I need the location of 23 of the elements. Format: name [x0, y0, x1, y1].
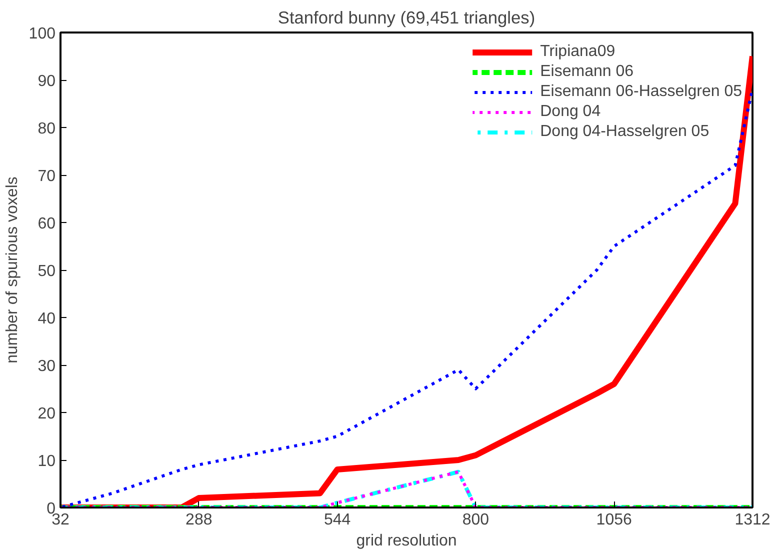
x-axis-title: grid resolution	[356, 532, 457, 550]
y-tick-label: 100	[28, 26, 56, 42]
x-tick-label: 544	[324, 512, 351, 528]
chart-title: Stanford bunny (69,451 triangles)	[278, 8, 536, 28]
y-tick-label: 60	[38, 216, 56, 232]
legend-label: Tripiana09	[540, 43, 616, 61]
x-tick-label: 800	[462, 512, 490, 528]
y-tick-label: 70	[38, 168, 56, 185]
legend-label: Eisemann 06	[540, 63, 634, 81]
y-axis-title: number of spurious voxels	[4, 176, 21, 364]
legend-label: Eisemann 06-Hasselgren 05	[540, 83, 742, 101]
x-tick-label: 1312	[734, 512, 770, 528]
x-tick-label: 1056	[596, 512, 632, 528]
y-tick-label: 50	[38, 263, 56, 280]
y-tick-label: 30	[38, 358, 56, 375]
y-tick-label: 40	[38, 310, 56, 328]
legend-label: Dong 04-Hasselgren 05	[540, 123, 710, 141]
legend-label: Dong 04	[540, 103, 601, 121]
x-tick-label: 288	[186, 512, 212, 528]
y-tick-label: 90	[38, 73, 56, 90]
y-tick-label: 10	[38, 453, 56, 470]
y-tick-label: 20	[38, 406, 56, 422]
y-tick-label: 80	[38, 120, 56, 138]
